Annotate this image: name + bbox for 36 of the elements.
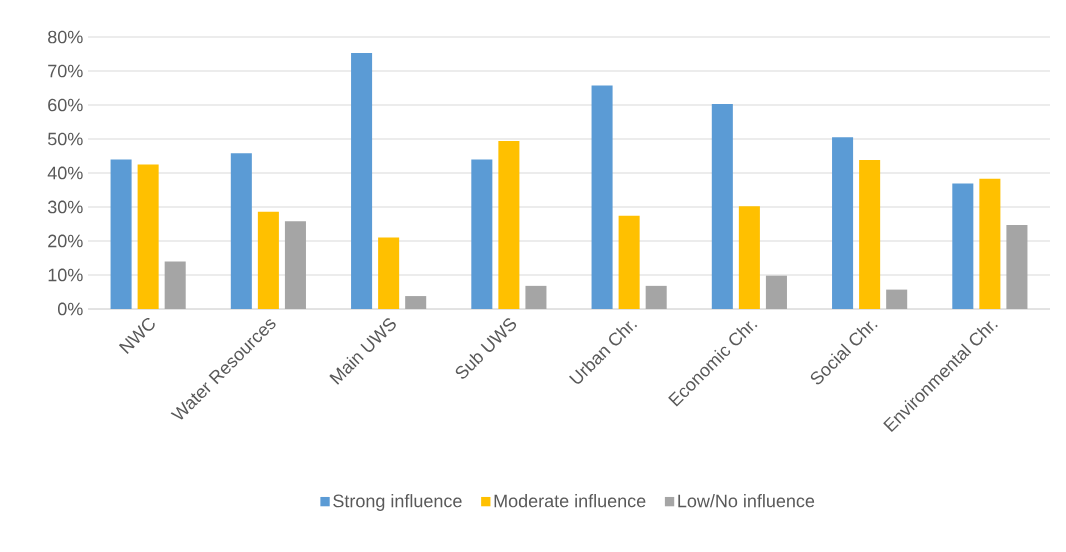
bar [498,141,520,309]
y-tick-label: 20% [48,234,83,248]
bar [859,160,881,309]
bar [525,285,547,309]
bar [738,206,760,309]
y-tick-label: 10% [48,268,83,282]
bar [164,261,186,309]
bar [351,52,373,309]
legend-label: Strong influence [333,494,462,511]
bar [591,85,613,309]
bar [257,211,279,309]
legend-label: Low/No influence [678,494,815,508]
bar [110,159,132,309]
y-tick-label: 30% [47,200,83,214]
bar [765,275,787,309]
y-tick-label: 0% [58,302,83,316]
y-tick-label: 50% [47,132,83,146]
bar [405,296,427,309]
y-tick-label: 70% [48,64,83,78]
y-tick-label: 40% [47,166,83,180]
bar [378,237,400,309]
bar [230,153,252,309]
bar [137,164,159,309]
bar [645,285,667,309]
y-tick-label: 60% [48,98,83,112]
bar [1006,225,1028,309]
y-tick-label: 80% [48,30,83,44]
bar [471,159,493,309]
bar [979,178,1001,309]
bar [886,289,908,309]
bar [711,103,733,309]
legend-label: Moderate influence [494,494,646,508]
bar [618,215,640,309]
bar [952,183,974,309]
bar [284,221,306,309]
bar [832,137,854,309]
